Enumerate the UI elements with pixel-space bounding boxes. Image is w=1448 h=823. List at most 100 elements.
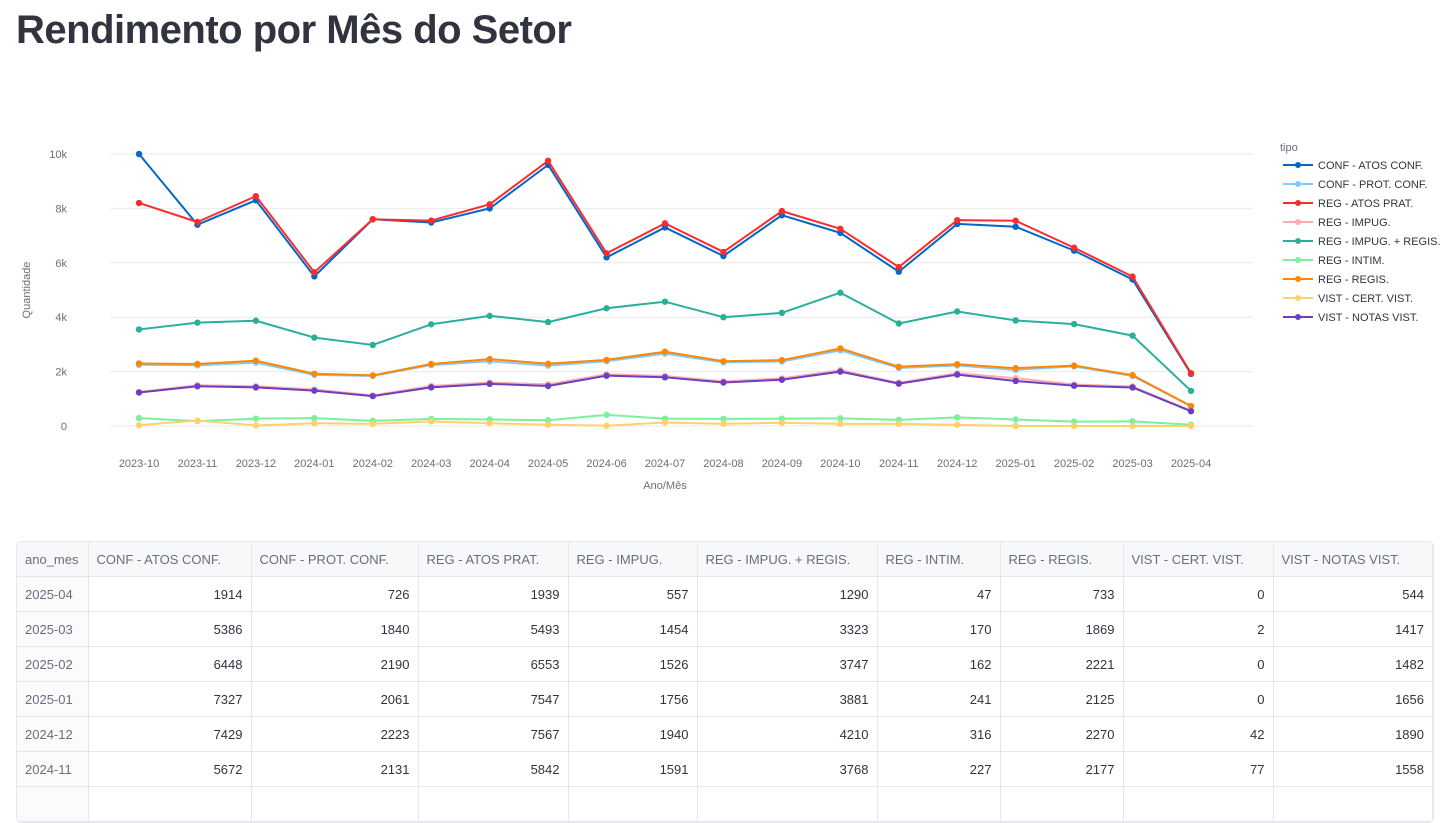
column-header[interactable]: CONF - ATOS CONF. <box>88 542 252 577</box>
column-header[interactable]: VIST - NOTAS VIST. <box>1273 542 1433 577</box>
table-cell[interactable]: 1482 <box>1273 646 1433 682</box>
table-cell[interactable]: 5493 <box>418 611 569 647</box>
data-point <box>428 384 435 391</box>
table-cell[interactable]: 0 <box>1123 681 1274 717</box>
table-cell[interactable]: 1939 <box>418 576 569 612</box>
table-cell[interactable] <box>418 786 569 822</box>
table-cell[interactable]: 1869 <box>1000 611 1124 647</box>
table-cell[interactable] <box>697 786 878 822</box>
column-header[interactable]: CONF - PROT. CONF. <box>251 542 419 577</box>
table-cell[interactable]: 544 <box>1273 576 1433 612</box>
column-header[interactable]: VIST - CERT. VIST. <box>1123 542 1274 577</box>
table-cell[interactable]: 1656 <box>1273 681 1433 717</box>
line-chart[interactable]: 0 2k 4k 6k 8k 10k 2023-10 2023-11 2023-12 2024-01… <box>0 100 1448 500</box>
data-table[interactable]: ano_mes CONF - ATOS CONF. CONF - PROT. CON… <box>16 541 1434 823</box>
table-row[interactable]: 2025-04 1914 726 1939 557 1290 47 733 0 544 <box>17 576 1433 612</box>
table-cell[interactable]: 7547 <box>418 681 569 717</box>
data-point <box>311 269 318 276</box>
data-point <box>544 421 552 428</box>
table-cell[interactable] <box>1000 786 1124 822</box>
table-cell[interactable]: 5386 <box>88 611 252 647</box>
table-cell[interactable] <box>88 786 252 822</box>
table-cell[interactable]: 227 <box>877 751 1001 787</box>
table-cell[interactable] <box>568 786 698 822</box>
column-header[interactable]: REG - IMPUG. <box>568 542 698 577</box>
table-cell[interactable]: 1591 <box>568 751 698 787</box>
data-point <box>1012 317 1019 324</box>
table-cell[interactable]: 47 <box>877 576 1001 612</box>
data-point <box>1070 244 1078 251</box>
table-cell[interactable]: 2270 <box>1000 716 1124 752</box>
table-cell[interactable]: 2125 <box>1000 681 1124 717</box>
column-header[interactable]: ano_mes <box>17 542 89 577</box>
column-header[interactable]: REG - ATOS PRAT. <box>418 542 569 577</box>
table-cell[interactable]: 1558 <box>1273 751 1433 787</box>
table-row[interactable]: 2025-02 6448 2190 6553 1526 3747 162 2221 0 1482 <box>17 646 1433 682</box>
table-cell[interactable]: 1914 <box>88 576 252 612</box>
data-point <box>544 360 552 367</box>
table-cell[interactable]: 42 <box>1123 716 1274 752</box>
table-row[interactable] <box>17 786 1433 822</box>
row-index-cell[interactable]: 2024-11 <box>17 751 89 787</box>
table-cell[interactable]: 0 <box>1123 576 1274 612</box>
table-cell[interactable]: 1526 <box>568 646 698 682</box>
table-cell[interactable] <box>1273 786 1433 822</box>
table-cell[interactable] <box>877 786 1001 822</box>
table-cell[interactable]: 2190 <box>251 646 419 682</box>
table-cell[interactable]: 1890 <box>1273 716 1433 752</box>
table-cell[interactable]: 557 <box>568 576 698 612</box>
table-cell[interactable]: 162 <box>877 646 1001 682</box>
table-cell[interactable]: 2221 <box>1000 646 1124 682</box>
row-index-cell[interactable]: 2025-02 <box>17 646 89 682</box>
row-index-cell[interactable] <box>17 786 89 822</box>
table-cell[interactable]: 7567 <box>418 716 569 752</box>
table-cell[interactable]: 77 <box>1123 751 1274 787</box>
table-cell[interactable]: 3747 <box>697 646 878 682</box>
table-cell[interactable]: 4210 <box>697 716 878 752</box>
table-cell[interactable]: 1290 <box>697 576 878 612</box>
table-cell[interactable]: 316 <box>877 716 1001 752</box>
table-cell[interactable]: 1840 <box>251 611 419 647</box>
table-cell[interactable]: 1417 <box>1273 611 1433 647</box>
table-cell[interactable]: 3881 <box>697 681 878 717</box>
table-cell[interactable] <box>251 786 419 822</box>
table-row[interactable]: 2024-11 5672 2131 5842 1591 3768 227 2177 77 1558 <box>17 751 1433 787</box>
table-cell[interactable]: 1940 <box>568 716 698 752</box>
table-cell[interactable]: 2223 <box>251 716 419 752</box>
data-point <box>1012 422 1019 430</box>
row-index-cell[interactable]: 2025-01 <box>17 681 89 717</box>
table-cell[interactable]: 1756 <box>568 681 698 717</box>
table-cell[interactable]: 2 <box>1123 611 1274 647</box>
row-index-cell[interactable]: 2024-12 <box>17 716 89 752</box>
table-cell[interactable]: 6448 <box>88 646 252 682</box>
table-row[interactable]: 2025-01 7327 2061 7547 1756 3881 241 2125 0 1656 <box>17 681 1433 717</box>
table-cell[interactable]: 5672 <box>88 751 252 787</box>
row-index-cell[interactable]: 2025-04 <box>17 576 89 612</box>
table-row[interactable]: 2024-12 7429 2223 7567 1940 4210 316 2270 42 1890 <box>17 716 1433 752</box>
table-cell[interactable]: 5842 <box>418 751 569 787</box>
table-cell[interactable]: 241 <box>877 681 1001 717</box>
table-cell[interactable]: 1454 <box>568 611 698 647</box>
table-cell[interactable]: 2061 <box>251 681 419 717</box>
table-cell[interactable]: 2131 <box>251 751 419 787</box>
legend-marker <box>1295 200 1301 206</box>
table-cell[interactable]: 7429 <box>88 716 252 752</box>
table-cell[interactable]: 170 <box>877 611 1001 647</box>
x-tick-label: 2024-07 <box>645 458 685 470</box>
table-cell[interactable]: 3323 <box>697 611 878 647</box>
column-header[interactable]: REG - IMPUG. + REGIS. <box>697 542 878 577</box>
column-header[interactable]: REG - INTIM. <box>877 542 1001 577</box>
row-index-cell[interactable]: 2025-03 <box>17 611 89 647</box>
table-row[interactable]: 2025-03 5386 1840 5493 1454 3323 170 1869 2 1417 <box>17 611 1433 647</box>
table-cell[interactable]: 2177 <box>1000 751 1124 787</box>
data-point <box>135 150 143 158</box>
table-cell[interactable]: 0 <box>1123 646 1274 682</box>
column-header[interactable]: REG - REGIS. <box>1000 542 1124 577</box>
table-cell[interactable] <box>1123 786 1274 822</box>
table-cell[interactable]: 7327 <box>88 681 252 717</box>
table-cell[interactable]: 6553 <box>418 646 569 682</box>
table-cell[interactable]: 3768 <box>697 751 878 787</box>
table-cell[interactable]: 726 <box>251 576 419 612</box>
data-point <box>954 216 961 224</box>
table-cell[interactable]: 733 <box>1000 576 1124 612</box>
